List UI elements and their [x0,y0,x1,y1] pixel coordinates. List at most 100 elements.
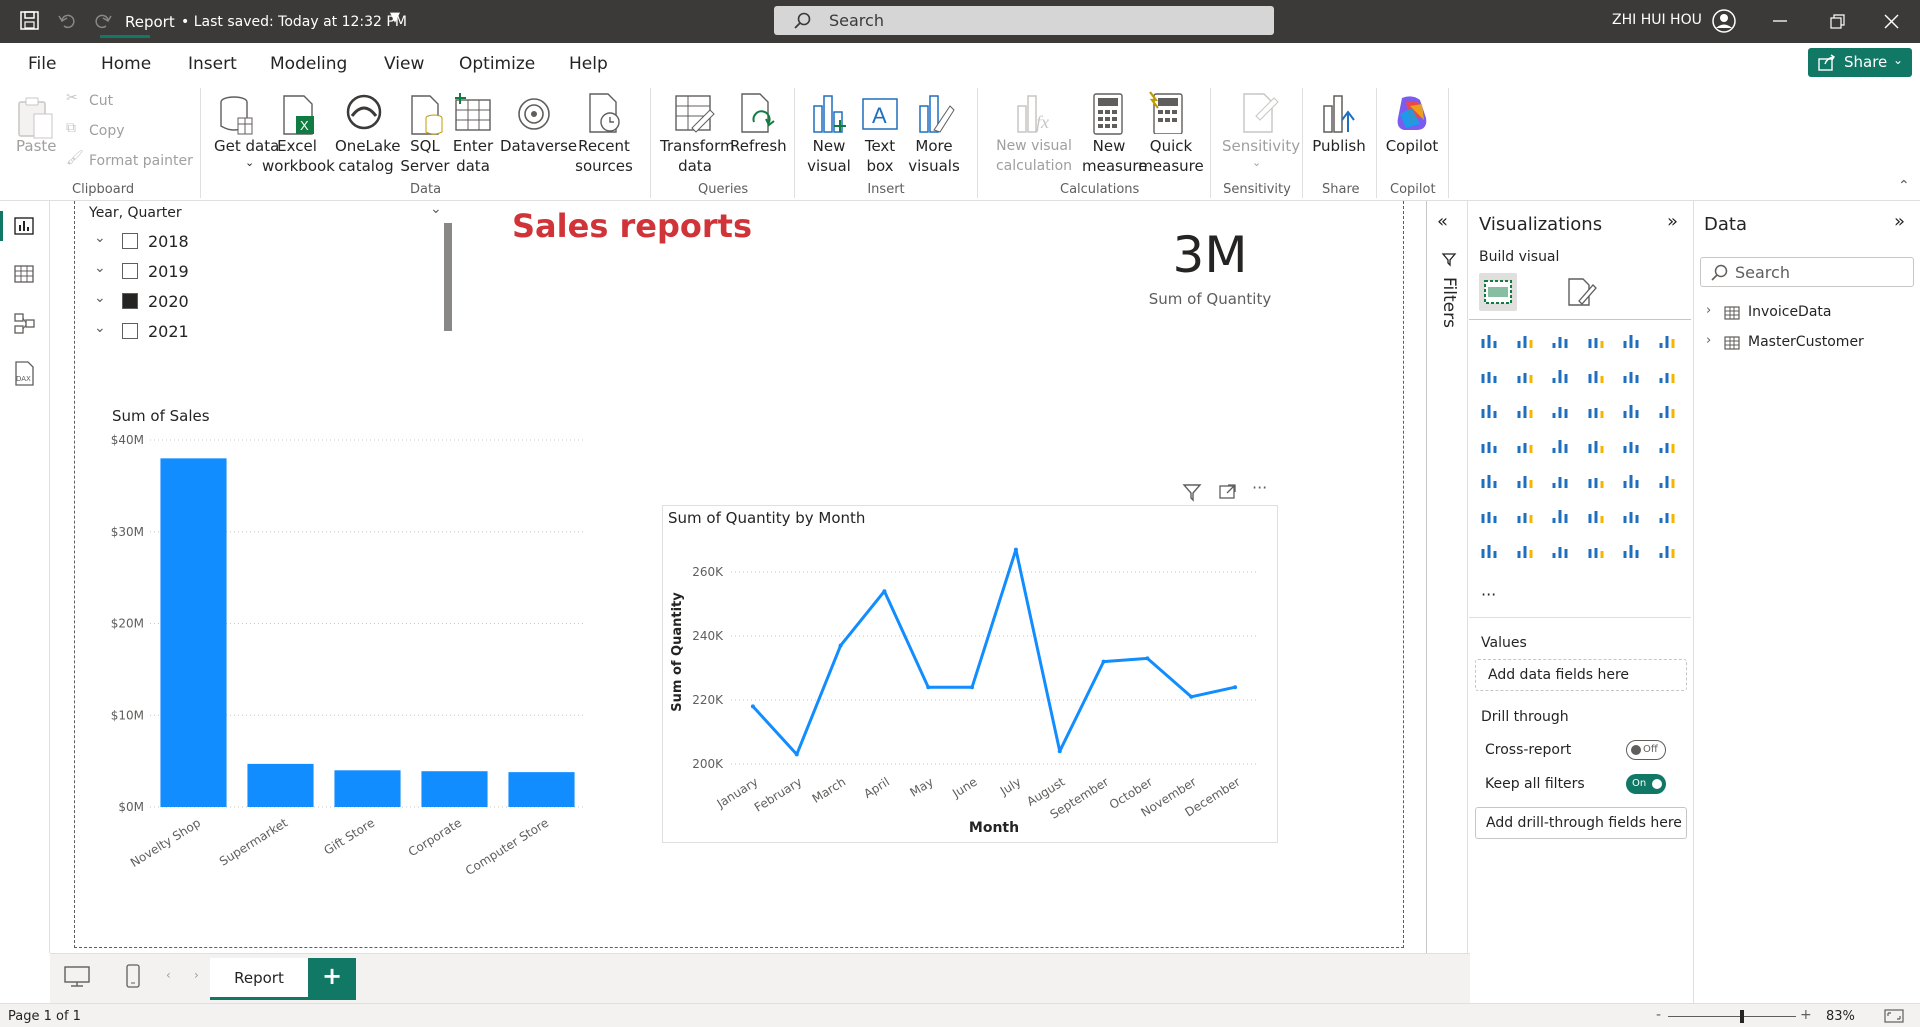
card-icon[interactable] [1657,436,1681,460]
share-button[interactable]: Share ⌄ [1808,48,1912,77]
zoom-out-button[interactable]: - [1656,1007,1662,1023]
cross-report-toggle[interactable]: Off [1626,740,1666,760]
menu-help[interactable]: Help [569,54,608,74]
chevron-down-icon[interactable]: ⌄ [94,320,106,336]
new-visual-icon[interactable] [810,92,850,136]
format-visual-icon[interactable] [1565,277,1597,309]
paste-icon[interactable] [16,96,54,140]
enter-data-icon[interactable] [454,92,494,134]
fit-to-page-icon[interactable] [1884,1009,1904,1023]
table-invoicedata[interactable]: › InvoiceData [1702,301,1912,325]
model-view-icon[interactable] [14,313,36,335]
data-point[interactable] [794,752,799,757]
menu-file[interactable]: File [28,54,57,74]
values-drop-zone[interactable]: Add data fields here [1475,659,1687,691]
filters-pane[interactable]: « Filters [1426,201,1468,953]
chevron-right-icon[interactable]: › [1706,333,1712,348]
new-visual-calculation-button[interactable]: New visual calculation [995,138,1073,174]
zoom-in-button[interactable]: + [1800,1007,1812,1023]
recent-sources-icon[interactable] [586,92,624,136]
redo-icon[interactable] [94,12,112,30]
power-apps-icon[interactable] [1586,541,1610,565]
quantity-card[interactable]: 3M Sum of Quantity [1130,222,1290,317]
publish-icon[interactable] [1320,92,1358,136]
data-point[interactable] [1013,547,1018,552]
bar[interactable] [421,771,488,807]
more-visuals-icon[interactable]: ··· [1481,585,1497,604]
donut-icon[interactable] [1657,401,1681,425]
metrics-icon[interactable] [1657,506,1681,530]
paste-label[interactable]: Paste [16,137,57,155]
clustered-column-icon[interactable] [1586,331,1610,355]
saved-status[interactable]: • Last saved: Today at 12:32 PM [181,14,407,30]
excel-icon[interactable]: X [280,94,318,138]
expand-icon[interactable]: » [1667,211,1679,232]
more-options-icon[interactable]: ··· [1252,478,1268,497]
chevron-down-icon[interactable]: ⌄ [94,230,106,246]
refresh-button[interactable]: Refresh [730,137,787,155]
line-clustered-icon[interactable] [1657,366,1681,390]
data-point[interactable] [926,685,931,690]
python-visual-icon[interactable] [1479,506,1503,530]
data-point[interactable] [1057,749,1062,754]
chevron-down-icon[interactable]: ⌄ [94,290,106,306]
100-column-icon[interactable] [1657,331,1681,355]
slicer-item-2018[interactable]: ⌄ 2018 [88,228,388,254]
bar[interactable] [160,458,227,807]
slicer-new-icon[interactable] [1550,541,1574,565]
chevron-down-icon[interactable]: ⌄ [430,201,442,217]
data-point[interactable] [1233,685,1238,690]
data-search-input[interactable]: Search [1700,257,1914,287]
enter-data-button[interactable]: Enter data [452,137,494,175]
series-line[interactable] [751,548,1236,756]
table-icon[interactable] [1586,471,1610,495]
filter-icon[interactable] [1182,482,1202,502]
more-visuals-icon[interactable] [916,92,956,136]
kpi-icon[interactable] [1515,471,1539,495]
sql-server-icon[interactable] [408,94,444,138]
key-influencers-icon[interactable] [1515,506,1539,530]
year-quarter-slicer[interactable]: Year, Quarter ⌄ ⌄ 2018 ⌄ 2019 ⌄ 2020 ⌄ 2021 [80,201,452,343]
treemap-icon[interactable] [1479,436,1503,460]
data-point[interactable] [970,685,975,690]
document-title[interactable]: Report [125,13,175,31]
card-new-icon[interactable] [1515,541,1539,565]
multirow-card-icon[interactable] [1479,471,1503,495]
narrative-icon[interactable] [1621,506,1645,530]
bar[interactable] [334,770,401,807]
slicer-checkbox[interactable] [122,263,138,279]
slicer-scrollbar[interactable] [444,223,452,331]
data-point[interactable] [882,589,887,594]
restore-icon[interactable] [1830,14,1846,30]
sensitivity-button[interactable]: Sensitivity [1222,137,1301,155]
data-point[interactable] [1145,656,1150,661]
menu-modeling[interactable]: Modeling [270,54,348,74]
data-point[interactable] [838,643,843,648]
onelake-catalog-button[interactable]: OneLake catalog [335,137,401,175]
dataverse-icon[interactable] [514,96,554,132]
copilot-button[interactable]: Copilot [1385,137,1439,155]
zoom-slider[interactable] [1668,1016,1796,1017]
avatar[interactable] [1712,9,1736,33]
clustered-bar-icon[interactable] [1550,331,1574,355]
menu-optimize[interactable]: Optimize [459,54,536,74]
map-icon[interactable] [1515,436,1539,460]
chevron-right-icon[interactable]: › [1706,303,1712,318]
cut-button[interactable]: Cut [89,93,114,109]
bar[interactable] [247,763,314,807]
copilot-icon[interactable] [1392,94,1432,134]
undo-icon[interactable] [58,12,76,30]
slicer-checkbox[interactable] [122,323,138,339]
keep-filters-toggle[interactable]: On [1626,774,1666,794]
report-view-icon[interactable] [14,217,34,235]
r-visual-icon[interactable] [1657,471,1681,495]
menu-home[interactable]: Home [101,54,152,74]
qa-icon[interactable] [1586,506,1610,530]
line-column-icon[interactable] [1621,366,1645,390]
menu-insert[interactable]: Insert [188,54,237,74]
transform-data-icon[interactable] [674,92,716,136]
add-page-button[interactable]: + [308,958,356,1000]
save-icon[interactable] [20,11,40,31]
more-icon[interactable] [1657,541,1681,565]
minimize-icon[interactable] [1773,20,1789,24]
